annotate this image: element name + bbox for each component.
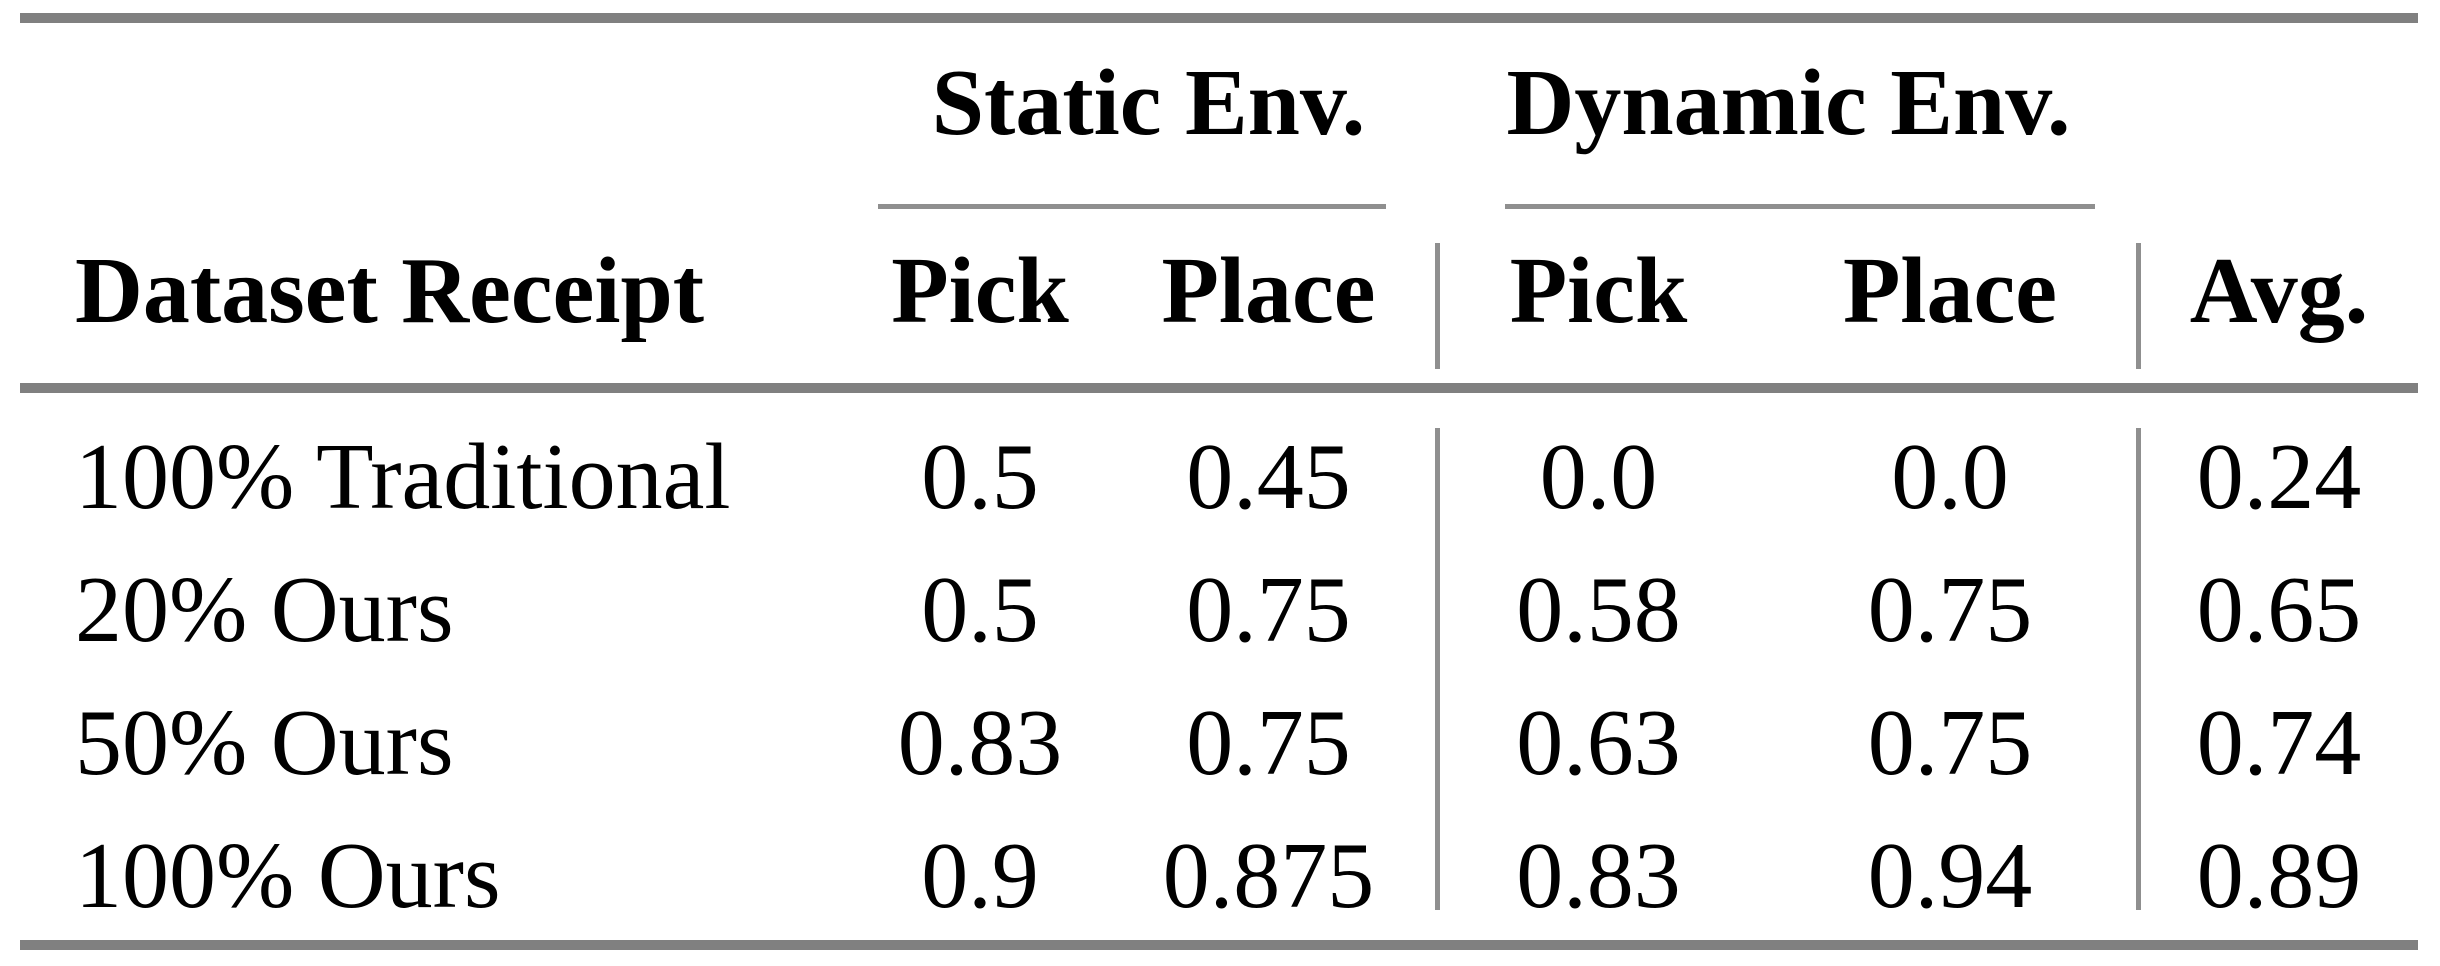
cell-avg: 0.89 xyxy=(2196,823,2362,928)
cell-avg: 0.74 xyxy=(2196,690,2362,795)
column-header-avg: Avg. xyxy=(2189,238,2369,343)
column-header-dynamic-place: Place xyxy=(1843,238,2057,343)
column-group-static-env-label: Static Env. xyxy=(931,50,1366,155)
cell-static-pick: 0.9 xyxy=(921,823,1039,928)
row-label: 20% Ours xyxy=(75,557,454,662)
cell-dynamic-place: 0.75 xyxy=(1867,557,2033,662)
cell-static-place: 0.75 xyxy=(1186,557,1351,662)
cell-static-pick: 0.5 xyxy=(921,424,1039,529)
column-group-dynamic-env: Dynamic Env. xyxy=(1437,56,2140,150)
cell-static-pick: 0.5 xyxy=(921,557,1039,662)
cell-static-place: 0.45 xyxy=(1186,424,1351,529)
column-group-header-row: Static Env. Dynamic Env. xyxy=(20,30,2418,175)
cell-avg: 0.24 xyxy=(2196,424,2362,529)
column-header-dataset-receipt: Dataset Receipt xyxy=(75,238,705,343)
vertical-rule-static-dynamic-body xyxy=(1435,428,1440,910)
table-row: 50% Ours 0.83 0.75 0.63 0.75 0.74 xyxy=(20,676,2418,809)
cell-dynamic-place: 0.94 xyxy=(1867,823,2033,928)
cell-static-place: 0.75 xyxy=(1186,690,1351,795)
table-row: 20% Ours 0.5 0.75 0.58 0.75 0.65 xyxy=(20,543,2418,676)
cell-dynamic-pick: 0.83 xyxy=(1516,823,1681,928)
cell-dynamic-pick: 0.0 xyxy=(1539,424,1658,529)
column-header-static-place: Place xyxy=(1161,238,1376,343)
table-row: 100% Ours 0.9 0.875 0.83 0.94 0.89 xyxy=(20,809,2418,942)
cell-avg: 0.65 xyxy=(2196,557,2362,662)
vertical-rule-avg-header xyxy=(2136,243,2141,369)
cell-static-pick: 0.83 xyxy=(897,690,1063,795)
cell-static-place: 0.875 xyxy=(1162,823,1375,928)
column-header-static-pick: Pick xyxy=(891,238,1069,343)
dynamic-env-cmidrule xyxy=(1505,204,2095,209)
vertical-rule-avg-body xyxy=(2136,428,2141,910)
cell-dynamic-pick: 0.63 xyxy=(1516,690,1681,795)
row-label: 50% Ours xyxy=(75,690,454,795)
table-mid-rule xyxy=(20,383,2418,393)
column-header-row: Dataset Receipt Pick Place Pick Place Av… xyxy=(20,218,2418,363)
row-label: 100% Traditional xyxy=(75,424,731,529)
column-group-dynamic-env-label: Dynamic Env. xyxy=(1506,50,2071,155)
static-env-cmidrule xyxy=(878,204,1386,209)
vertical-rule-static-dynamic-header xyxy=(1435,243,1440,369)
cell-dynamic-place: 0.75 xyxy=(1867,690,2033,795)
table-top-rule xyxy=(20,13,2418,23)
row-label: 100% Ours xyxy=(75,823,501,928)
column-group-static-env: Static Env. xyxy=(860,56,1437,150)
cell-dynamic-place: 0.0 xyxy=(1891,424,2009,529)
table-bottom-rule xyxy=(20,940,2418,950)
column-header-dynamic-pick: Pick xyxy=(1509,238,1688,343)
table-row: 100% Traditional 0.5 0.45 0.0 0.0 0.24 xyxy=(20,410,2418,543)
cell-dynamic-pick: 0.58 xyxy=(1516,557,1681,662)
